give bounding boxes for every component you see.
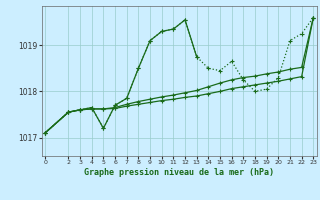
X-axis label: Graphe pression niveau de la mer (hPa): Graphe pression niveau de la mer (hPa) [84, 168, 274, 177]
